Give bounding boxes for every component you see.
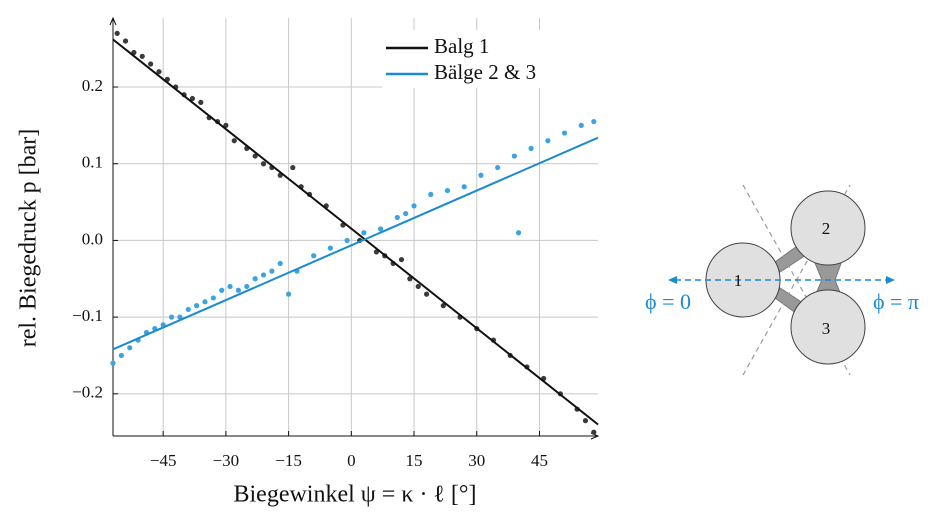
y-axis-title: rel. Biegedruck p [bar]	[16, 129, 42, 348]
fit-line	[112, 136, 599, 351]
legend-label: Balg 1	[434, 34, 489, 58]
point	[189, 95, 196, 102]
point	[344, 237, 350, 244]
point	[223, 122, 229, 128]
point	[148, 61, 154, 67]
legend-box	[382, 30, 598, 88]
point	[545, 138, 551, 144]
point	[260, 272, 267, 278]
point	[156, 69, 162, 75]
point	[219, 287, 225, 293]
diagram: 1 2 3 ϕ = 0 ϕ = π	[645, 184, 919, 376]
node-label: 2	[822, 219, 831, 238]
x-tick-label: 45	[531, 451, 548, 470]
point	[202, 299, 208, 305]
point	[407, 276, 413, 282]
point	[582, 418, 589, 424]
point	[415, 283, 421, 290]
fit-line	[112, 38, 599, 426]
point	[290, 164, 296, 171]
point	[286, 291, 292, 297]
x-axis	[113, 432, 600, 440]
point	[515, 230, 522, 236]
point	[168, 314, 175, 320]
x-tick-label: −30	[213, 451, 240, 470]
point	[377, 226, 384, 232]
point	[578, 122, 584, 128]
y-tick-label: 0.2	[82, 76, 103, 95]
point	[235, 287, 242, 293]
point	[403, 210, 409, 217]
y-tick-label: 0.0	[82, 229, 103, 248]
point	[244, 283, 250, 290]
point	[411, 203, 417, 209]
point	[528, 145, 534, 151]
y-tick-label: −0.2	[72, 383, 103, 402]
node-label: 1	[734, 271, 743, 290]
x-tick-label: −45	[150, 451, 177, 470]
legend-label: Bälge 2 & 3	[434, 60, 536, 84]
x-tick-label: 15	[406, 451, 423, 470]
point	[127, 345, 133, 351]
point	[511, 153, 517, 159]
point	[110, 360, 116, 366]
point	[114, 30, 120, 36]
point	[440, 303, 446, 309]
angle-label: ϕ = π	[873, 289, 919, 314]
angle-label: ϕ = 0	[645, 289, 691, 314]
point	[185, 306, 191, 313]
x-axis-title: Biegewinkel ψ = κ · ℓ [°]	[233, 482, 476, 508]
point	[311, 253, 317, 259]
node-label: 3	[822, 319, 831, 338]
point	[252, 153, 258, 159]
point	[591, 429, 597, 435]
point	[428, 191, 434, 198]
x-tick-label: 30	[468, 451, 485, 470]
point	[227, 283, 233, 290]
y-tick-label: −0.1	[72, 306, 103, 325]
point	[561, 130, 568, 136]
point	[444, 187, 451, 194]
point	[118, 352, 124, 359]
point	[177, 314, 183, 320]
point	[423, 291, 430, 297]
point	[269, 268, 275, 274]
point	[252, 276, 258, 282]
point	[478, 172, 484, 178]
y-axis	[109, 16, 117, 436]
point	[461, 184, 467, 190]
y-tick-label: 0.1	[82, 153, 103, 172]
point	[122, 38, 129, 44]
point	[277, 260, 283, 267]
point	[495, 164, 501, 171]
point	[591, 118, 597, 125]
point	[327, 245, 334, 251]
x-tick-label: 0	[347, 451, 356, 470]
point	[361, 230, 367, 236]
point	[198, 99, 204, 105]
point	[260, 161, 267, 167]
point	[210, 295, 216, 301]
x-tick-label: −15	[275, 451, 302, 470]
point	[394, 214, 400, 221]
point	[194, 303, 200, 309]
point	[139, 53, 145, 59]
point	[398, 256, 405, 263]
point	[231, 138, 237, 144]
